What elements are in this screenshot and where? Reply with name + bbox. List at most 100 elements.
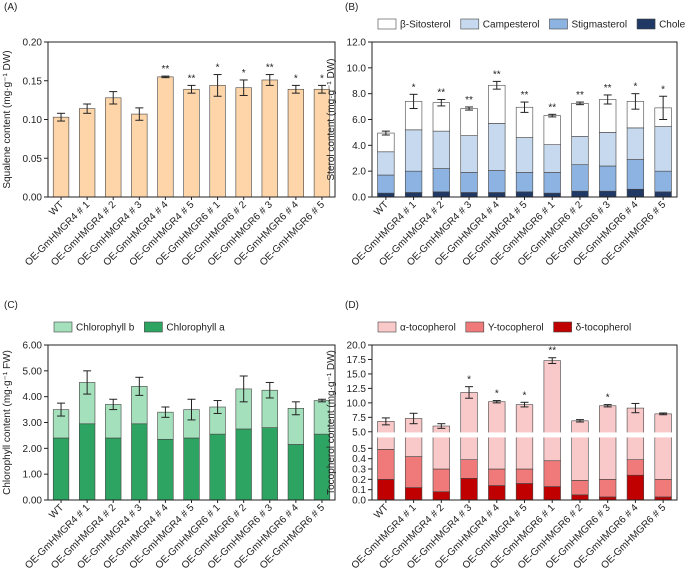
error-bar (659, 95, 668, 120)
bar-segment (515, 468, 534, 484)
error-bar (213, 74, 222, 97)
error-bar (187, 84, 196, 94)
y-tick-label: 0.0 (352, 496, 366, 507)
panel-label: (A) (4, 2, 17, 13)
bar (287, 88, 304, 198)
x-tick-label: WT (47, 502, 66, 521)
error-bar (239, 375, 248, 403)
y-tick-label: 0.0 (352, 193, 366, 204)
y-tick-label: 1.00 (23, 470, 43, 481)
legend-swatch (465, 321, 485, 333)
y-tick-label: 6.0 (352, 115, 366, 126)
plot-frame (371, 344, 678, 501)
bar-segment (626, 459, 645, 476)
bar-segment (432, 468, 450, 493)
legend-swatch (553, 321, 572, 333)
bar-segment (404, 418, 423, 457)
bar-segment (543, 360, 561, 462)
error-bar (437, 98, 446, 107)
bar-segment (488, 468, 506, 486)
legend-label: Stigmasterol (571, 20, 627, 31)
y-axis-label: Chlorophyll content (mg·g⁻¹ FW) (2, 350, 13, 495)
y-tick-label: 4.00 (23, 392, 43, 403)
significance-label: ** (266, 63, 274, 74)
significance-label: * (242, 68, 246, 79)
y-tick-label: 0.05 (23, 154, 43, 165)
legend-label: Campesterol (483, 20, 540, 31)
bar-segment (488, 170, 506, 193)
error-bar (437, 423, 446, 429)
bar-segment (235, 428, 252, 501)
y-tick-label: 0.3 (352, 465, 366, 476)
error-bar (520, 401, 529, 408)
significance-label: * (633, 82, 637, 93)
y-axis-label: Tocopherol content (mg·g⁻¹ DW) (326, 350, 337, 495)
bar-segment (460, 135, 478, 173)
y-tick-label: 15.0 (347, 369, 367, 380)
y-tick-label: 0.00 (23, 496, 43, 507)
error-bar (213, 400, 222, 414)
bar-segment (571, 480, 589, 496)
bar-segment (599, 405, 617, 480)
plot-frame (47, 344, 336, 501)
y-tick-label: 0.4 (352, 454, 366, 465)
bar-segment (287, 444, 304, 501)
legend-label: α-tocopherol (400, 323, 456, 334)
bar-segment (626, 127, 645, 160)
error-bar (57, 402, 66, 417)
error-bar (575, 419, 584, 423)
error-bar (631, 402, 640, 414)
bar-segment (599, 165, 617, 192)
x-tick-label: WT (372, 502, 391, 521)
significance-label: * (412, 82, 416, 93)
legend-label: Chlorophyll a (166, 323, 225, 334)
error-bar (465, 106, 474, 111)
bar (52, 116, 70, 198)
legend-label: Υ-tocopherol (488, 323, 544, 334)
error-bar (548, 357, 557, 365)
legend-swatch (377, 321, 397, 333)
error-bar (520, 101, 529, 113)
bar-segment (404, 170, 423, 193)
y-tick-label: 0.5 (352, 444, 366, 455)
y-tick-label: 0.10 (23, 115, 43, 126)
bar-segment (515, 483, 534, 501)
error-bar (265, 74, 274, 86)
error-bar (57, 112, 66, 122)
bar-segment (488, 485, 506, 501)
y-tick-label: 2.0 (352, 167, 366, 178)
bar (131, 113, 148, 198)
legend-label: Cholesterol (659, 20, 685, 31)
y-tick-label: 5.00 (23, 366, 43, 377)
error-bar (317, 398, 326, 403)
error-bar (575, 101, 584, 106)
bar-segment (432, 102, 450, 132)
y-tick-label: 8.0 (352, 89, 366, 100)
bar-segment (515, 172, 534, 193)
error-bar (409, 93, 418, 110)
bar (235, 87, 252, 198)
bar-segment (432, 191, 450, 198)
x-tick-label: WT (47, 199, 66, 218)
y-tick-label: 6.00 (23, 341, 43, 352)
bar-segment (654, 413, 672, 480)
error-bar (83, 103, 92, 114)
bar-segment (543, 115, 561, 145)
bar-segment (52, 437, 70, 501)
legend-label: β-Sitosterol (400, 20, 451, 31)
bar-segment (157, 438, 174, 501)
bar-segment (460, 192, 478, 198)
bar-segment (404, 129, 423, 172)
bar-segment (571, 135, 589, 166)
significance-label: ** (162, 64, 170, 75)
significance-label: ** (604, 83, 612, 94)
axis-break (367, 432, 677, 438)
y-tick-label: 0.1 (352, 485, 366, 496)
error-bar (291, 84, 300, 94)
bar-segment (571, 103, 589, 137)
error-bar (265, 381, 274, 399)
bar (261, 79, 278, 198)
bar (157, 76, 174, 198)
y-tick-label: 10.0 (347, 398, 367, 409)
bar-segment (460, 477, 478, 501)
